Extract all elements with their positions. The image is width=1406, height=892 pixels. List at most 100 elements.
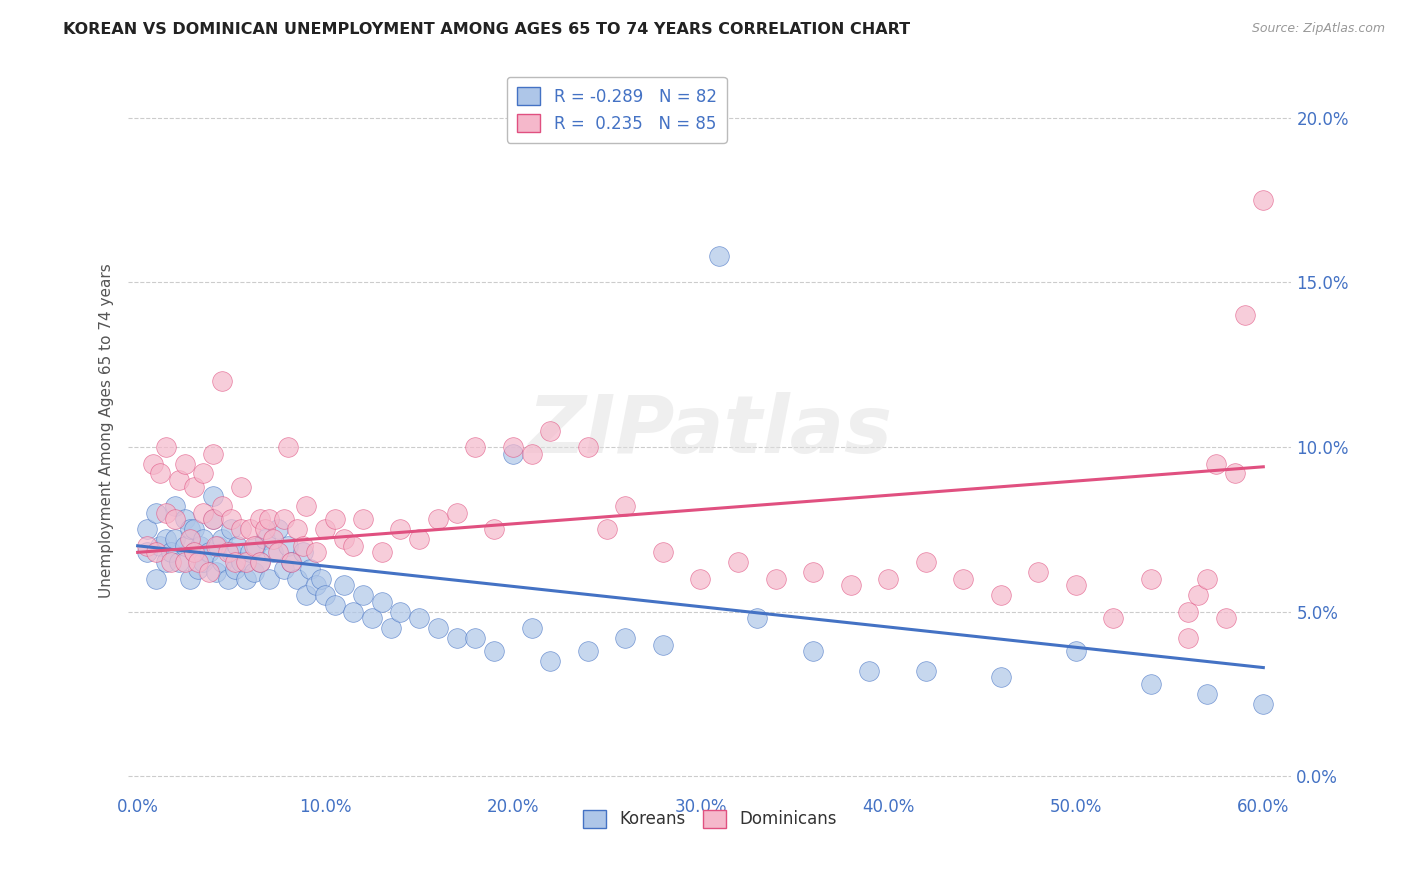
Point bbox=[198, 545, 221, 559]
Point bbox=[193, 532, 215, 546]
Point bbox=[229, 479, 252, 493]
Point bbox=[1187, 588, 1209, 602]
Point bbox=[801, 644, 824, 658]
Point bbox=[482, 522, 505, 536]
Point bbox=[1215, 611, 1237, 625]
Point bbox=[576, 440, 599, 454]
Point bbox=[538, 654, 561, 668]
Point bbox=[877, 572, 900, 586]
Point bbox=[280, 555, 302, 569]
Point bbox=[226, 539, 249, 553]
Point bbox=[165, 512, 187, 526]
Point bbox=[314, 522, 336, 536]
Point bbox=[1139, 677, 1161, 691]
Point bbox=[179, 522, 201, 536]
Point bbox=[183, 545, 205, 559]
Point bbox=[426, 621, 449, 635]
Point bbox=[160, 545, 183, 559]
Point bbox=[709, 249, 731, 263]
Point bbox=[277, 440, 299, 454]
Point bbox=[183, 479, 205, 493]
Point bbox=[145, 545, 167, 559]
Point bbox=[595, 522, 617, 536]
Point bbox=[858, 664, 880, 678]
Point bbox=[160, 555, 183, 569]
Point bbox=[205, 539, 228, 553]
Point bbox=[165, 532, 187, 546]
Point bbox=[193, 555, 215, 569]
Point bbox=[291, 539, 314, 553]
Point bbox=[254, 522, 277, 536]
Point bbox=[167, 473, 190, 487]
Point bbox=[408, 611, 430, 625]
Point bbox=[249, 512, 271, 526]
Point bbox=[201, 512, 224, 526]
Point bbox=[211, 500, 233, 514]
Point bbox=[502, 447, 524, 461]
Point bbox=[295, 500, 318, 514]
Point bbox=[1139, 572, 1161, 586]
Point bbox=[217, 545, 239, 559]
Point bbox=[243, 539, 266, 553]
Point bbox=[201, 512, 224, 526]
Point bbox=[149, 467, 172, 481]
Point bbox=[311, 572, 333, 586]
Point bbox=[291, 545, 314, 559]
Point bbox=[652, 638, 675, 652]
Point bbox=[267, 545, 290, 559]
Point bbox=[235, 555, 257, 569]
Point bbox=[446, 631, 468, 645]
Point bbox=[173, 539, 195, 553]
Point bbox=[765, 572, 787, 586]
Point bbox=[173, 457, 195, 471]
Point bbox=[305, 545, 328, 559]
Point bbox=[614, 500, 637, 514]
Point bbox=[1177, 631, 1199, 645]
Point bbox=[352, 512, 374, 526]
Point bbox=[239, 545, 262, 559]
Point bbox=[389, 522, 412, 536]
Y-axis label: Unemployment Among Ages 65 to 74 years: Unemployment Among Ages 65 to 74 years bbox=[100, 263, 114, 598]
Point bbox=[1177, 605, 1199, 619]
Legend: Koreans, Dominicans: Koreans, Dominicans bbox=[576, 803, 844, 835]
Point bbox=[305, 578, 328, 592]
Point bbox=[142, 457, 165, 471]
Point bbox=[520, 621, 543, 635]
Point bbox=[426, 512, 449, 526]
Point bbox=[179, 532, 201, 546]
Point bbox=[217, 572, 239, 586]
Point bbox=[295, 588, 318, 602]
Point bbox=[538, 424, 561, 438]
Point bbox=[188, 539, 211, 553]
Point bbox=[370, 545, 392, 559]
Point bbox=[1195, 687, 1218, 701]
Point bbox=[167, 555, 190, 569]
Point bbox=[257, 512, 280, 526]
Point bbox=[273, 512, 295, 526]
Point bbox=[221, 522, 243, 536]
Point bbox=[211, 374, 233, 388]
Point bbox=[990, 588, 1012, 602]
Point bbox=[408, 532, 430, 546]
Point bbox=[136, 539, 159, 553]
Point bbox=[1233, 309, 1256, 323]
Point bbox=[502, 440, 524, 454]
Point bbox=[198, 565, 221, 579]
Point bbox=[389, 605, 412, 619]
Point bbox=[285, 572, 308, 586]
Point bbox=[464, 631, 486, 645]
Point bbox=[614, 631, 637, 645]
Point bbox=[183, 545, 205, 559]
Point bbox=[221, 512, 243, 526]
Point bbox=[136, 545, 159, 559]
Point bbox=[224, 562, 246, 576]
Point bbox=[914, 664, 936, 678]
Point bbox=[205, 565, 228, 579]
Point bbox=[689, 572, 711, 586]
Point bbox=[187, 555, 209, 569]
Point bbox=[1205, 457, 1227, 471]
Point bbox=[211, 532, 233, 546]
Point bbox=[370, 595, 392, 609]
Point bbox=[333, 532, 356, 546]
Point bbox=[482, 644, 505, 658]
